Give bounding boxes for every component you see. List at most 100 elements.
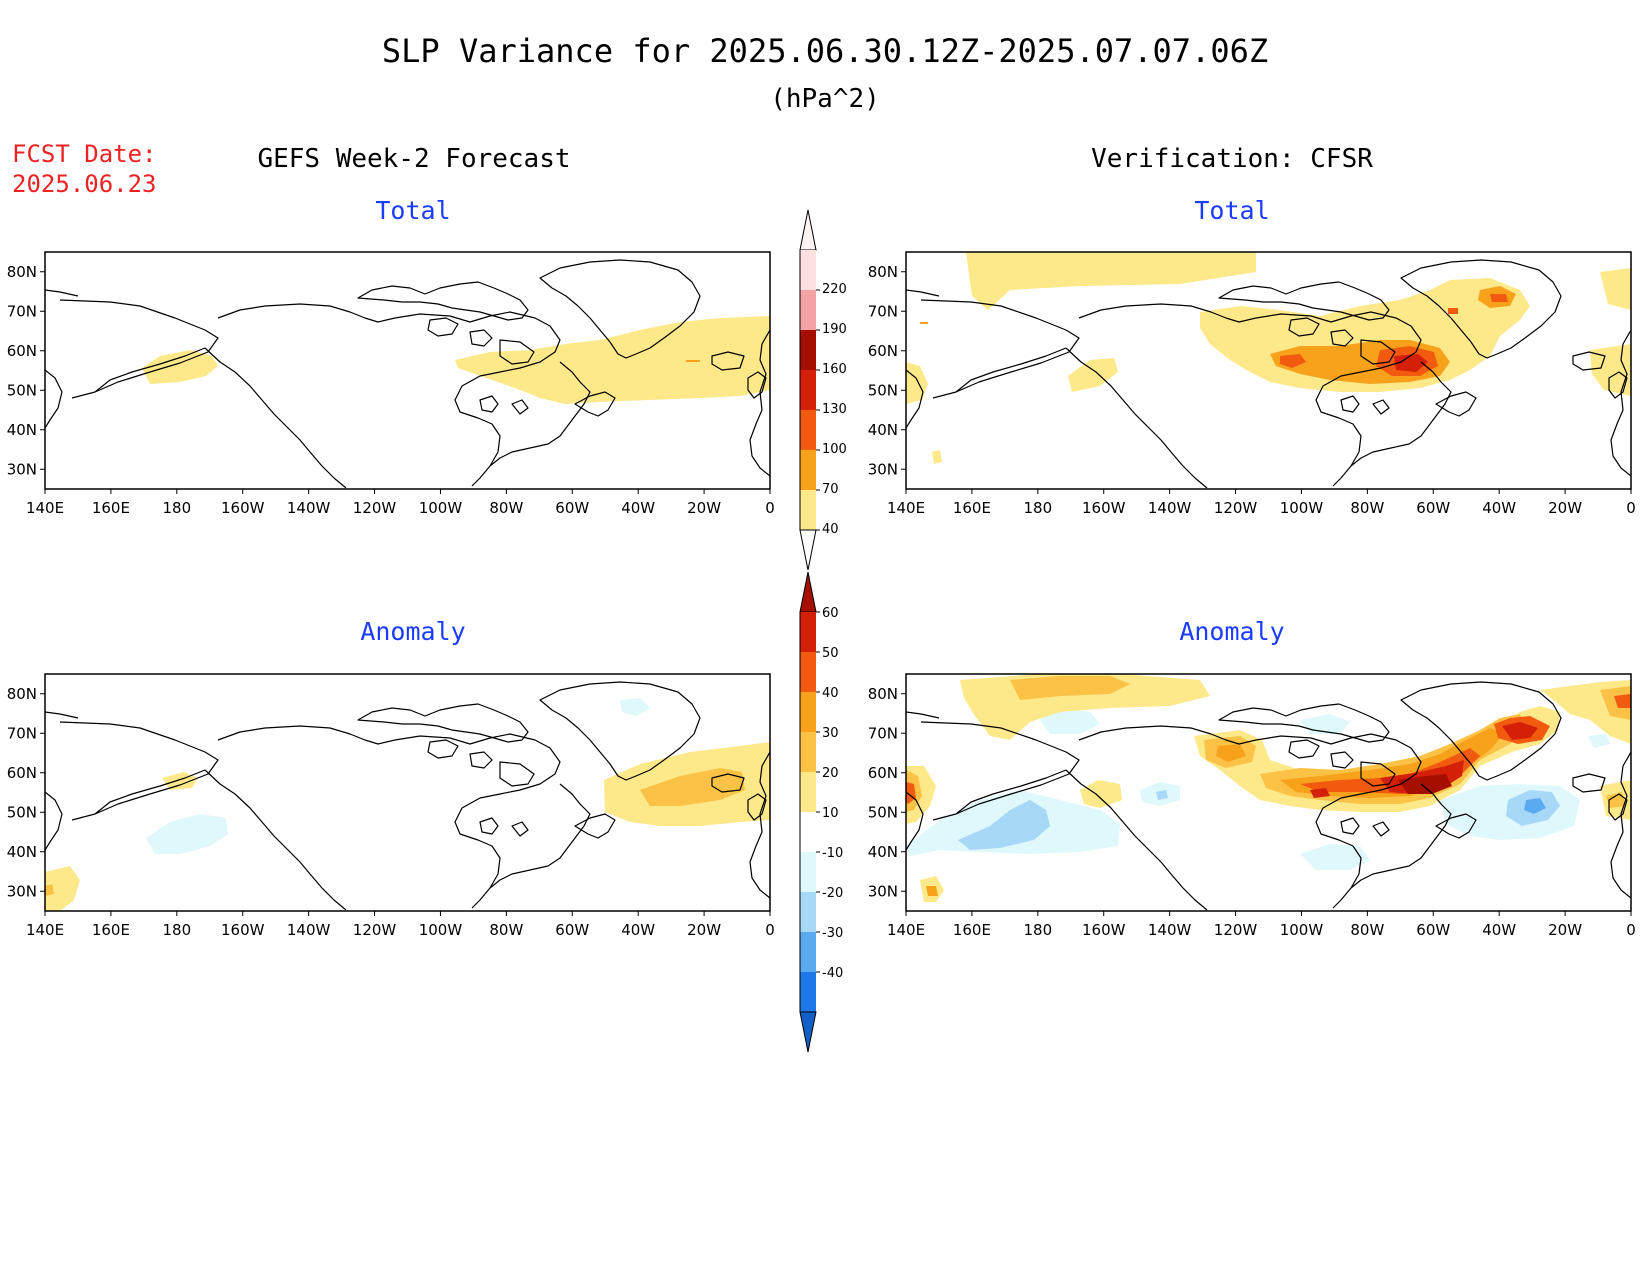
colorbar-anomaly-cell (800, 612, 816, 652)
lat-tick-label: 70N (7, 302, 37, 320)
colorbar-anomaly-label: 40 (822, 686, 839, 701)
lat-tick-label: 50N (7, 803, 37, 821)
lon-tick-label: 180 (162, 921, 191, 939)
colorbar-total-cell (800, 490, 816, 530)
lon-tick-label: 160E (953, 499, 991, 517)
lat-tick-label: 60N (7, 764, 37, 782)
colorbar-total-cell (800, 450, 816, 490)
lat-tick-label: 50N (7, 381, 37, 399)
lon-tick-label: 40W (621, 921, 655, 939)
shading-gefs-anomaly (45, 698, 770, 911)
fcst-date-value: 2025.06.23 (12, 170, 157, 198)
lat-tick-label: 80N (7, 685, 37, 703)
lon-tick-label: 180 (162, 499, 191, 517)
colorbar-total-extension-bottom (799, 529, 817, 571)
lon-tick-label: 140W (287, 921, 331, 939)
row-title-total-right: Total (1194, 196, 1269, 225)
lon-tick-label: 160W (221, 499, 265, 517)
colorbar-anomaly-cell (800, 652, 816, 692)
lon-tick-label: 160E (92, 921, 130, 939)
colorbar-anomaly-cell (800, 892, 816, 932)
lon-tick-label: 60W (555, 499, 589, 517)
colorbar-anomaly-label: 50 (822, 646, 839, 661)
shading-cfsr-total (906, 252, 1631, 464)
colorbar-total-cell (800, 410, 816, 450)
lon-tick-label: 160W (1082, 499, 1126, 517)
colorbar-total-extension-top (799, 209, 817, 251)
figure-title: SLP Variance for 2025.06.30.12Z-2025.07.… (382, 32, 1268, 70)
lon-tick-label: 20W (687, 499, 721, 517)
lon-tick-label: 0 (765, 499, 775, 517)
lon-tick-label: 140E (887, 499, 925, 517)
lon-tick-label: 80W (1350, 499, 1384, 517)
colorbar-anomaly-cell (800, 852, 816, 892)
colorbar-anomaly-cell (800, 972, 816, 1012)
lat-tick-label: 30N (7, 460, 37, 478)
shading-gefs-total (142, 316, 770, 404)
colorbar-anomaly-cell (800, 932, 816, 972)
map-cfsr-total (905, 251, 1632, 490)
lon-tick-label: 60W (1416, 499, 1450, 517)
colorbar-anomaly-cell (800, 732, 816, 772)
lon-tick-label: 140W (1148, 921, 1192, 939)
map-gefs-total (44, 251, 771, 490)
row-title-total-left: Total (375, 196, 450, 225)
colorbar-anomaly-label: 30 (822, 726, 839, 741)
colorbar-anomaly-cell (800, 692, 816, 732)
lon-tick-label: 80W (489, 921, 523, 939)
lat-tick-label: 40N (868, 421, 898, 439)
lon-tick-label: 140E (887, 921, 925, 939)
lon-tick-label: 40W (1482, 921, 1516, 939)
colorbar-anomaly-label: 60 (822, 606, 839, 621)
axis-ticks: 140E 160E 180 160W 140W 120W 100W 80W 60W 40W 20W 0… (7, 263, 1636, 939)
colorbar-total-label: 160 (822, 362, 847, 377)
lat-tick-label: 60N (7, 342, 37, 360)
lat-tick-label: 50N (868, 381, 898, 399)
lon-tick-label: 60W (555, 921, 589, 939)
lon-tick-label: 40W (621, 499, 655, 517)
colorbar-total-cell (800, 250, 816, 290)
lon-tick-label: 140E (26, 499, 64, 517)
row-title-anomaly-right: Anomaly (1179, 617, 1284, 646)
lat-tick-label: 70N (868, 724, 898, 742)
lat-tick-label: 30N (868, 460, 898, 478)
map-gefs-anomaly (44, 673, 771, 912)
right-column-title: Verification: CFSR (1091, 144, 1373, 174)
colorbar-anomaly-label: -40 (822, 966, 843, 981)
colorbar-anomaly-label: 10 (822, 806, 839, 821)
lon-tick-label: 120W (353, 499, 397, 517)
lon-tick-label: 100W (1280, 921, 1324, 939)
lon-tick-label: 160W (1082, 921, 1126, 939)
lon-tick-label: 60W (1416, 921, 1450, 939)
colorbar-anomaly-label: -20 (822, 886, 843, 901)
lon-tick-label: 0 (765, 921, 775, 939)
colorbar-anomaly-label: -30 (822, 926, 843, 941)
lon-tick-label: 0 (1626, 499, 1636, 517)
figure-units: (hPa^2) (770, 84, 880, 114)
lon-tick-label: 140W (287, 499, 331, 517)
lon-tick-label: 120W (1214, 921, 1258, 939)
colorbar-anomaly-label: -10 (822, 846, 843, 861)
left-column-title: GEFS Week-2 Forecast (257, 144, 570, 174)
lon-tick-label: 140W (1148, 499, 1192, 517)
lat-tick-label: 70N (868, 302, 898, 320)
lon-tick-label: 160E (92, 499, 130, 517)
lon-tick-label: 100W (419, 499, 463, 517)
lat-tick-label: 40N (7, 843, 37, 861)
lat-tick-label: 70N (7, 724, 37, 742)
colorbar-total-label: 70 (822, 482, 839, 497)
lat-tick-label: 30N (7, 882, 37, 900)
row-title-anomaly-left: Anomaly (360, 617, 465, 646)
colorbar-anomaly-label: 20 (822, 766, 839, 781)
lat-tick-label: 40N (7, 421, 37, 439)
colorbar-total-cell (800, 290, 816, 330)
colorbar-total-label: 190 (822, 322, 847, 337)
colorbar-anomaly-extension-bottom (799, 1011, 817, 1053)
colorbar-anomaly-extension-top (799, 571, 817, 613)
shading-cfsr-anomaly (906, 674, 1631, 902)
colorbar-total: 220 190 160 130 100 70 40 (799, 209, 847, 571)
lon-tick-label: 100W (419, 921, 463, 939)
lat-tick-label: 30N (868, 882, 898, 900)
lat-tick-label: 60N (868, 764, 898, 782)
lat-tick-label: 40N (868, 843, 898, 861)
